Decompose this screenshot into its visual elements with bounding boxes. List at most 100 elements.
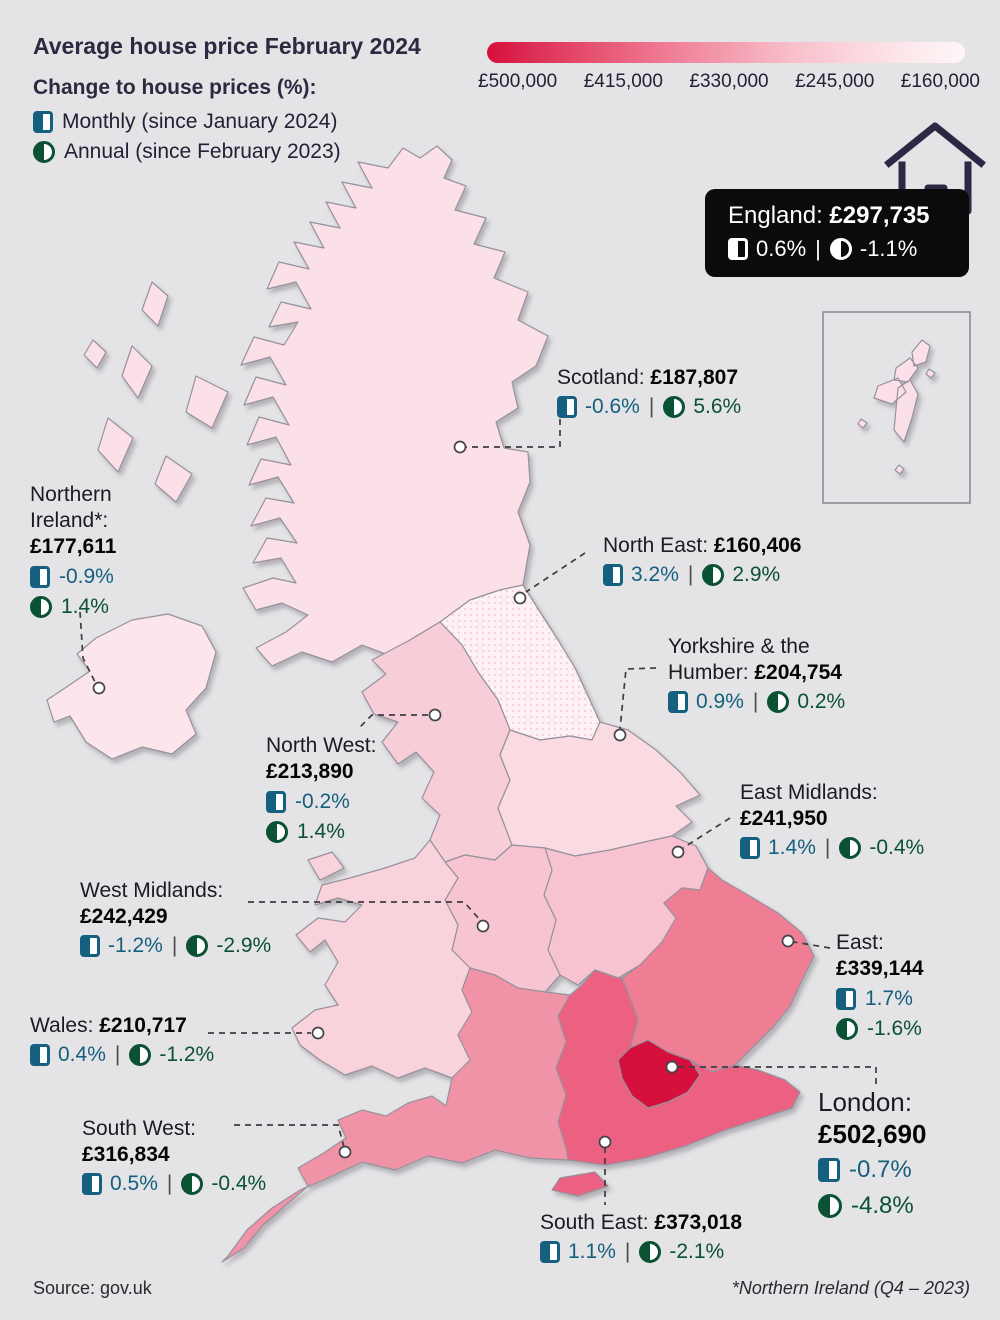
- region-name: South East:: [540, 1211, 649, 1234]
- monthly-icon: [266, 791, 286, 813]
- label-south-east: South East: £373,018 1.1% | -2.1%: [540, 1210, 742, 1265]
- region-price: £204,754: [754, 661, 842, 684]
- leader-london: [678, 1066, 877, 1085]
- subtitle: Change to house prices (%):: [33, 76, 317, 99]
- annual-value: -0.4%: [869, 836, 925, 859]
- leader-yorkshire: [619, 667, 657, 730]
- marker-south-east: [598, 1135, 612, 1149]
- monthly-icon: [668, 691, 688, 713]
- label-east-midlands: East Midlands: £241,950 1.4% | -0.4%: [740, 780, 924, 861]
- label-wales: Wales: £210,717 0.4% | -1.2%: [30, 1013, 214, 1068]
- leader-scotland: [466, 419, 561, 448]
- legend-annual-label: Annual (since February 2023): [64, 140, 341, 163]
- leader-north-west: [359, 714, 428, 728]
- region-name: Yorkshire & the Humber:: [668, 635, 810, 684]
- england-monthly: 0.6%: [756, 236, 807, 261]
- scale-tick: £415,000: [583, 71, 663, 92]
- label-yorkshire: Yorkshire & the Humber: £204,754 0.9% | …: [668, 634, 883, 715]
- hebrides-islands-shape: [83, 281, 229, 503]
- annual-value: 2.9%: [732, 563, 781, 586]
- annual-icon: [186, 935, 209, 957]
- label-east: East: £339,144 1.7% -1.6%: [836, 930, 924, 1042]
- annual-icon: [33, 141, 55, 163]
- monthly-icon: [818, 1158, 840, 1182]
- england-name: England:: [728, 202, 823, 229]
- england-annual: -1.1%: [859, 236, 918, 261]
- region-price: £241,950: [740, 807, 828, 830]
- monthly-icon: [603, 564, 623, 586]
- annual-icon: [829, 238, 852, 260]
- separator: |: [624, 1240, 631, 1263]
- annual-value: 1.4%: [297, 820, 345, 843]
- annual-icon: [836, 1018, 858, 1040]
- region-name: Scotland:: [557, 366, 645, 389]
- monthly-icon: [33, 111, 53, 133]
- marker-east: [781, 934, 795, 948]
- marker-west-midlands: [476, 919, 490, 933]
- color-scale-labels: £500,000 £415,000 £330,000 £245,000 £160…: [478, 71, 980, 93]
- monthly-value: -0.2%: [295, 790, 350, 813]
- region-name: West Midlands:: [80, 879, 224, 902]
- region-scotland-shape: [240, 145, 549, 667]
- scale-tick: £330,000: [689, 71, 769, 92]
- label-west-midlands: West Midlands: £242,429 -1.2% | -2.9%: [80, 878, 271, 959]
- region-price: £177,611: [30, 535, 117, 558]
- annual-value: 0.2%: [797, 690, 846, 713]
- annual-icon: [663, 396, 686, 418]
- marker-london: [665, 1060, 679, 1074]
- region-london-shape: [617, 1039, 701, 1109]
- monthly-icon: [30, 1044, 50, 1066]
- region-name: Wales:: [30, 1014, 94, 1037]
- monthly-icon: [30, 566, 50, 588]
- label-northern-ireland: Northern Ireland*: £177,611 -0.9% 1.4%: [30, 482, 160, 620]
- marker-north-west: [428, 708, 442, 722]
- region-price: £213,890: [266, 760, 354, 783]
- label-south-west: South West: £316,834 0.5% | -0.4%: [82, 1116, 266, 1197]
- marker-east-midlands: [671, 845, 685, 859]
- annual-value: 5.6%: [693, 395, 742, 418]
- annual-value: -2.9%: [216, 934, 272, 957]
- monthly-icon: [540, 1241, 560, 1263]
- scale-tick: £500,000: [478, 71, 558, 92]
- marker-scotland: [453, 440, 467, 454]
- separator: |: [824, 836, 831, 859]
- england-callout: England: £297,735 0.6% | -1.1%: [705, 189, 969, 277]
- separator: |: [815, 236, 821, 261]
- region-name: South West:: [82, 1117, 197, 1140]
- anglesey-island-shape: [307, 851, 345, 881]
- monthly-value: 3.2%: [631, 563, 679, 586]
- label-north-west: North West: £213,890 -0.2% 1.4%: [266, 733, 376, 845]
- annual-icon: [639, 1241, 662, 1263]
- region-price: £316,834: [82, 1143, 170, 1166]
- monthly-value: -1.2%: [108, 934, 163, 957]
- monthly-icon: [82, 1173, 102, 1195]
- annual-value: -4.8%: [851, 1192, 914, 1219]
- monthly-icon: [557, 396, 577, 418]
- monthly-value: -0.7%: [849, 1156, 912, 1183]
- annual-icon: [181, 1173, 204, 1195]
- color-scale-bar: [487, 42, 965, 63]
- region-price: £160,406: [713, 534, 802, 557]
- legend-annual: Annual (since February 2023): [33, 140, 341, 164]
- annual-icon: [266, 821, 288, 843]
- monthly-value: -0.6%: [585, 395, 640, 418]
- marker-northern-ireland: [92, 681, 106, 695]
- isle-of-wight-shape: [551, 1171, 609, 1197]
- leader-northern-ireland: [79, 611, 96, 683]
- footnote: *Northern Ireland (Q4 – 2023): [731, 1278, 970, 1298]
- marker-south-west: [338, 1145, 352, 1159]
- monthly-value: -0.9%: [59, 565, 114, 588]
- region-name: East:: [836, 931, 884, 954]
- scale-tick: £160,000: [900, 71, 980, 92]
- monthly-icon: [80, 935, 100, 957]
- leader-west-midlands: [248, 901, 482, 922]
- region-name: East Midlands:: [740, 781, 878, 804]
- region-price: £242,429: [80, 905, 168, 928]
- shetland-inset-frame: [822, 311, 971, 504]
- region-price: £373,018: [654, 1211, 743, 1234]
- separator: |: [752, 690, 759, 713]
- label-north-east: North East: £160,406 3.2% | 2.9%: [603, 533, 801, 588]
- leader-east-midlands: [682, 817, 731, 849]
